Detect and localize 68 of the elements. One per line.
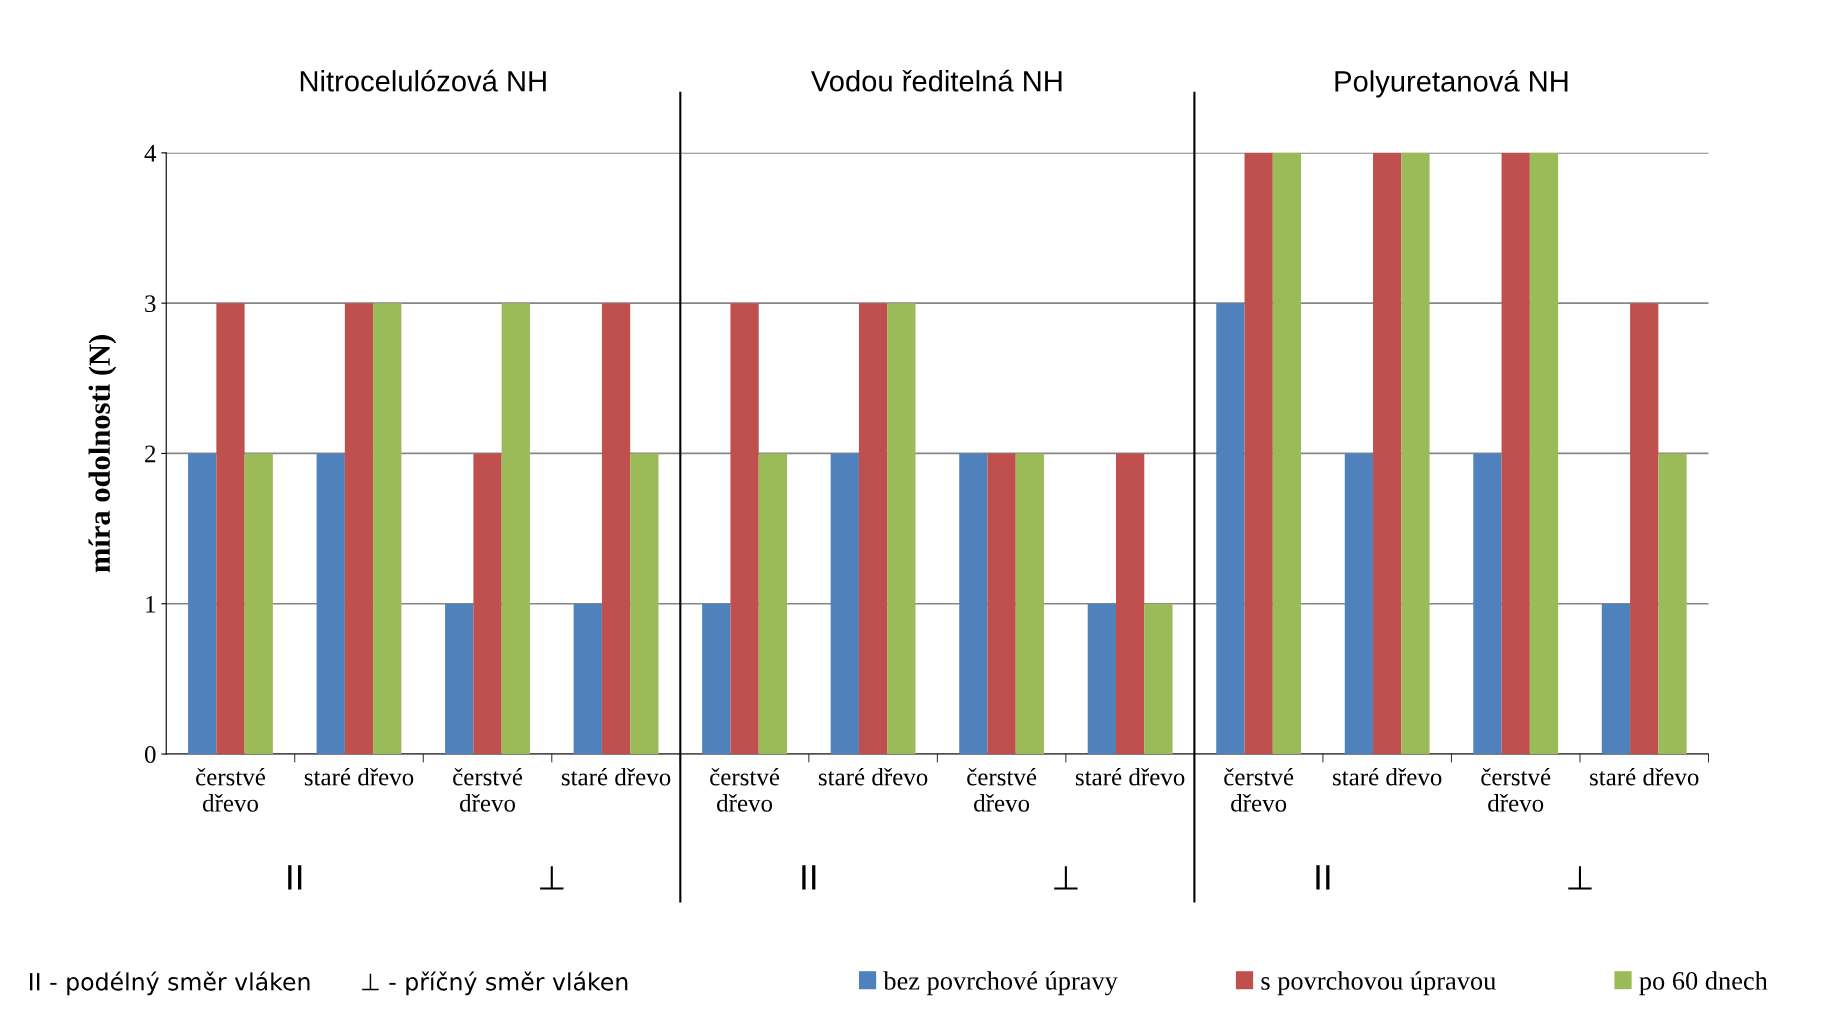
- bar: [445, 603, 474, 755]
- bar: [1529, 152, 1559, 755]
- bar: [987, 453, 1016, 755]
- x-tick-label: staré dřevo: [561, 767, 671, 786]
- bar: [887, 303, 916, 755]
- bar: [959, 453, 988, 755]
- bar: [1630, 303, 1659, 755]
- x-tick-label: staré dřevo: [1333, 767, 1442, 786]
- bar: [1272, 152, 1302, 755]
- y-tick-label: 1: [146, 595, 156, 613]
- bar: [344, 303, 374, 755]
- text: Nitrocelulózová NH: [300, 69, 546, 92]
- bar: [1087, 603, 1116, 755]
- bar: [702, 603, 731, 755]
- bar: [501, 303, 530, 755]
- bar: [1401, 152, 1430, 755]
- y-tick-label: 2: [145, 445, 156, 463]
- bar: [1658, 453, 1687, 755]
- legend-label: s povrchovou úpravou: [1261, 971, 1496, 996]
- bar: [1015, 453, 1045, 755]
- bar: [1601, 603, 1631, 755]
- text: ⊥: [540, 866, 564, 890]
- x-tick-label: čerstvé dřevo: [967, 767, 1037, 812]
- bar: [373, 303, 402, 755]
- text: II: [802, 865, 816, 890]
- bar: [1344, 453, 1374, 755]
- y-tick-label: 0: [144, 746, 156, 763]
- x-tick-label: čerstvé dřevo: [453, 767, 523, 812]
- bar: [1244, 152, 1273, 755]
- text: Polyuretanová NH: [1335, 69, 1568, 98]
- bar: [1501, 152, 1530, 755]
- text: II: [1316, 865, 1330, 890]
- x-tick-label: staré dřevo: [818, 767, 928, 786]
- bar: [758, 453, 787, 755]
- bar: [630, 453, 659, 755]
- text: II: [288, 865, 302, 890]
- x-tick-label: čerstvé dřevo: [1481, 767, 1551, 812]
- x-tick-label: čerstvé dřevo: [710, 767, 780, 812]
- y-tick-label: 3: [145, 295, 156, 313]
- text: ⊥ - příčný směr vláken: [362, 971, 628, 996]
- bar: [830, 453, 859, 755]
- x-tick-label: staré dřevo: [1075, 767, 1185, 786]
- x-tick-label: čerstvé dřevo: [196, 767, 266, 812]
- y-axis-title: míra odolnosti (N): [88, 335, 117, 573]
- bar: [188, 453, 217, 755]
- text: Vodou ředitelná NH: [811, 69, 1062, 92]
- x-tick-label: staré dřevo: [304, 767, 414, 786]
- bar: [244, 453, 273, 755]
- text: ⊥: [1568, 866, 1592, 890]
- bar: [730, 303, 759, 755]
- bar: [573, 603, 602, 755]
- bar: [858, 303, 888, 755]
- bar: [1373, 152, 1402, 755]
- text: II - podélný směr vláken: [30, 971, 310, 996]
- bar: [473, 453, 502, 755]
- bar: [316, 453, 345, 755]
- bar: [601, 303, 631, 755]
- bar: [1473, 453, 1502, 755]
- bar: [1144, 603, 1173, 755]
- x-tick-label: čerstvé dřevo: [1224, 767, 1294, 812]
- legend-label: po 60 dnech: [1639, 971, 1768, 996]
- bar: [1116, 453, 1145, 755]
- legend-label: bez povrchové úpravy: [883, 971, 1118, 996]
- bar: [1216, 303, 1245, 755]
- bar: [216, 303, 245, 755]
- x-tick-label: staré dřevo: [1590, 767, 1699, 786]
- text: ⊥: [1054, 866, 1078, 890]
- y-tick-label: 4: [144, 145, 157, 162]
